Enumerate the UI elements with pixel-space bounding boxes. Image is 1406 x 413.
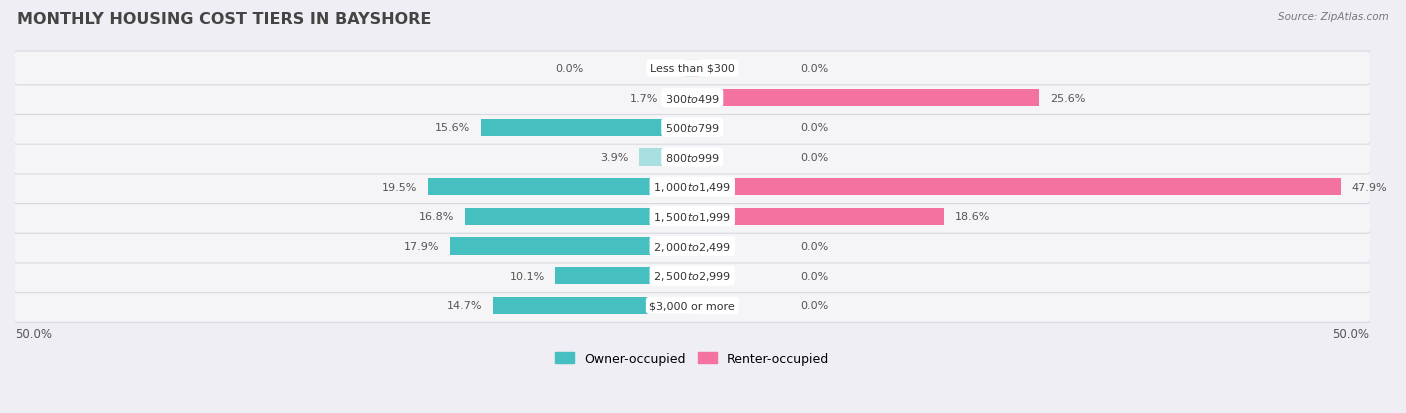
Bar [465,208,692,225]
Text: $3,000 or more: $3,000 or more [650,301,735,311]
Bar [640,149,692,166]
Bar [555,268,692,285]
Text: 50.0%: 50.0% [1333,327,1369,340]
Bar [692,149,699,166]
Text: 0.0%: 0.0% [800,64,830,74]
Bar [692,297,699,314]
FancyBboxPatch shape [14,200,1371,234]
Text: 0.0%: 0.0% [800,152,830,163]
Text: $1,500 to $1,999: $1,500 to $1,999 [654,210,731,223]
Text: 47.9%: 47.9% [1353,182,1388,192]
Text: 50.0%: 50.0% [15,327,52,340]
FancyBboxPatch shape [14,141,1371,174]
Text: $2,000 to $2,499: $2,000 to $2,499 [654,240,731,253]
Text: 18.6%: 18.6% [955,212,990,222]
Text: 17.9%: 17.9% [404,242,439,252]
Bar [692,60,699,77]
Text: Less than $300: Less than $300 [650,64,735,74]
Text: 10.1%: 10.1% [509,271,544,281]
Text: 25.6%: 25.6% [1050,93,1085,103]
Bar [481,119,692,137]
Text: 16.8%: 16.8% [419,212,454,222]
Text: 0.0%: 0.0% [800,242,830,252]
FancyBboxPatch shape [14,259,1371,293]
Legend: Owner-occupied, Renter-occupied: Owner-occupied, Renter-occupied [550,347,834,370]
Text: $2,500 to $2,999: $2,500 to $2,999 [654,270,731,282]
Bar [692,90,1039,107]
FancyBboxPatch shape [14,111,1371,145]
Text: 1.7%: 1.7% [630,93,658,103]
Text: 0.0%: 0.0% [555,64,583,74]
Bar [669,90,692,107]
FancyBboxPatch shape [14,81,1371,115]
Bar [686,60,692,77]
FancyBboxPatch shape [14,289,1371,323]
FancyBboxPatch shape [14,230,1371,263]
Text: 0.0%: 0.0% [800,123,830,133]
Bar [692,178,1341,196]
Text: $500 to $799: $500 to $799 [665,122,720,134]
Text: 15.6%: 15.6% [434,123,470,133]
Bar [429,178,692,196]
Bar [692,208,945,225]
FancyBboxPatch shape [14,52,1371,85]
Text: $300 to $499: $300 to $499 [665,93,720,104]
Bar [692,268,699,285]
Text: 14.7%: 14.7% [447,301,482,311]
Text: $1,000 to $1,499: $1,000 to $1,499 [654,181,731,194]
Text: 0.0%: 0.0% [800,271,830,281]
Text: Source: ZipAtlas.com: Source: ZipAtlas.com [1278,12,1389,22]
Text: 19.5%: 19.5% [382,182,418,192]
Bar [692,238,699,255]
Text: 3.9%: 3.9% [600,152,628,163]
FancyBboxPatch shape [14,170,1371,204]
Text: 0.0%: 0.0% [800,301,830,311]
Bar [450,238,692,255]
Text: $800 to $999: $800 to $999 [665,152,720,164]
Bar [692,119,699,137]
Text: MONTHLY HOUSING COST TIERS IN BAYSHORE: MONTHLY HOUSING COST TIERS IN BAYSHORE [17,12,432,27]
Bar [494,297,692,314]
